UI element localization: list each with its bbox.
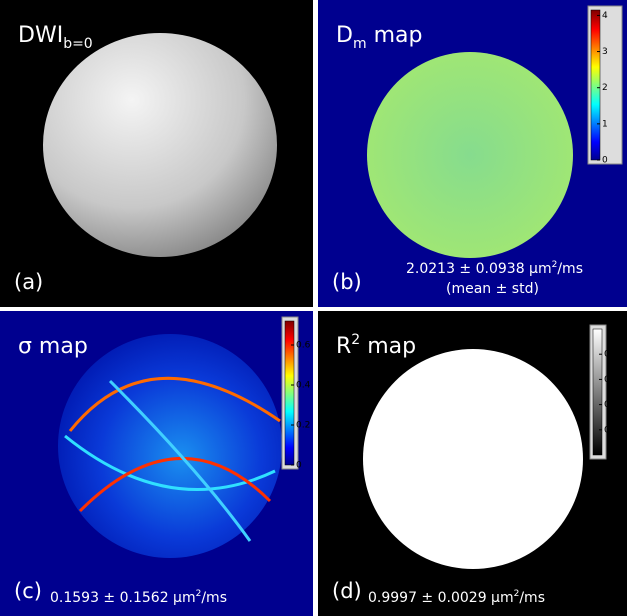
colorbar-tick-label: 0.2: [296, 421, 310, 431]
colorbar-tick-label: 2: [602, 83, 608, 93]
panel-title: Dm map: [336, 23, 422, 52]
stats-note: (mean ± std): [446, 281, 539, 297]
panel-title: R2 map: [336, 332, 416, 359]
title-rest: map: [367, 23, 423, 48]
colorbar-tick-label: 0.4: [296, 381, 311, 391]
phantom-image: [363, 349, 583, 569]
stats-text: 2.0213 ± 0.0938 μm2/ms: [406, 260, 583, 277]
panel: σ map (c) 0.1593 ± 0.1562 μm2/ms 0 0.2 0.4 0.6: [0, 311, 313, 616]
colorbar-tick-label: 0.2: [604, 425, 618, 435]
phantom-image: [58, 334, 282, 558]
panel: Dm map(b)2.0213 ± 0.0938 μm2/ms(mean ± s…: [318, 0, 627, 307]
colorbar-tick-label: 0.6: [296, 341, 311, 351]
title-subscript: m: [353, 36, 367, 52]
stats-text: 0.9997 ± 0.0029 μm2/ms: [368, 589, 545, 606]
colorbar-tick-label: 0.6: [604, 375, 619, 385]
stats-unit: /ms: [557, 261, 583, 277]
stats-unit: /ms: [519, 590, 545, 606]
colorbar-tick-label: 0: [602, 156, 608, 166]
panel-label: (c): [14, 579, 42, 603]
colorbar-tick-label: 0.4: [604, 400, 619, 410]
panel-title: σ map: [18, 334, 88, 359]
colorbar-tick-label: 0.8: [604, 350, 619, 360]
panel-label: (a): [14, 270, 43, 294]
phantom-image: [43, 33, 277, 257]
title-main: D: [336, 23, 353, 48]
colorbar: [591, 10, 600, 160]
phantom-image: [367, 52, 573, 258]
figure: DWIb=0(a)Dm map(b)2.0213 ± 0.0938 μm2/ms…: [0, 0, 627, 616]
panel: R2 map(d)0.9997 ± 0.0029 μm2/ms0.20.40.6…: [318, 311, 627, 616]
title-subscript: b=0: [63, 36, 93, 52]
title-superscript: 2: [351, 332, 360, 348]
panel-label: (b): [332, 270, 362, 294]
stats-unit: /ms: [201, 590, 227, 606]
panel: DWIb=0 (a): [0, 0, 313, 307]
title-main: R: [336, 334, 351, 359]
title-rest: map: [360, 334, 416, 359]
colorbar-tick-label: 1: [602, 119, 608, 129]
stats-value: 0.1593 ± 0.1562 μm: [50, 590, 196, 606]
colorbar-tick-label: 0: [296, 461, 302, 471]
stats-value: 2.0213 ± 0.0938 μm: [406, 261, 552, 277]
stats-text: 0.1593 ± 0.1562 μm2/ms: [50, 589, 227, 606]
panel-label: (d): [332, 579, 362, 603]
title-main: σ map: [18, 334, 88, 359]
title-main: DWI: [18, 23, 63, 48]
colorbar: [593, 329, 602, 455]
colorbar-tick-label: 4: [602, 11, 608, 21]
colorbar-tick-label: 3: [602, 47, 608, 57]
stats-value: 0.9997 ± 0.0029 μm: [368, 590, 514, 606]
colorbar: [285, 321, 294, 465]
